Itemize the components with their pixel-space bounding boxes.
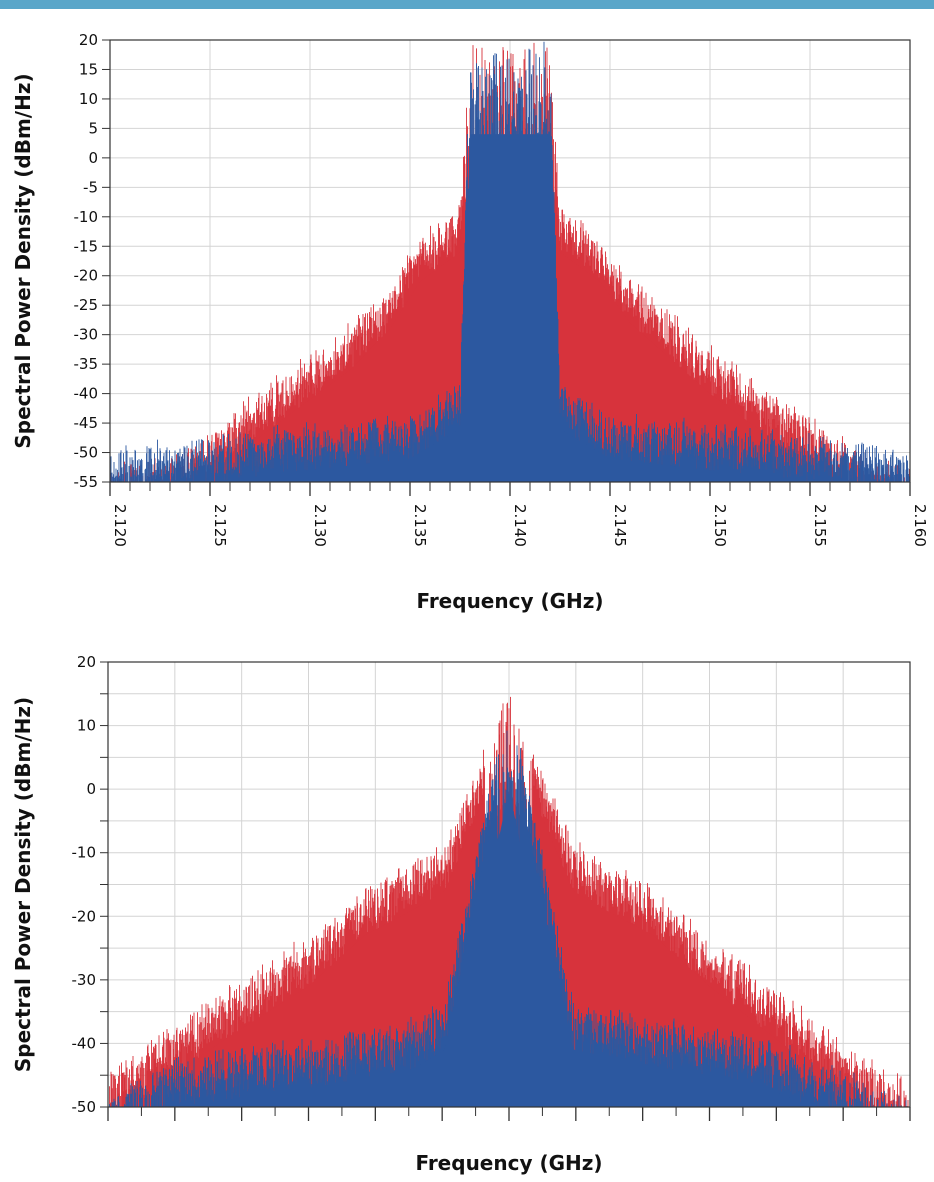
- x-axis: [107, 1107, 911, 1121]
- y-tick-label: -50: [72, 1098, 97, 1116]
- y-tick-label: -10: [74, 208, 99, 226]
- x-axis: 2.120 2.125 2.130 2.135 2.140 2.145 2.150 2.155…: [109, 482, 929, 547]
- spectrum-chart-1: 20 15 10 5 0 -5 -10 -15 -20 -25 -30 -35 -40 -45 -50 -55…: [11, 31, 929, 613]
- y-tick-label: -5: [83, 178, 98, 196]
- y-tick-label: -15: [74, 237, 99, 255]
- y-tick-label: -50: [74, 444, 99, 462]
- x-tick-label: 2.160: [911, 504, 929, 547]
- y-axis: 20 15 10 5 0 -5 -10 -15 -20 -25 -30 -35 -40 -45 -50 -55: [74, 31, 110, 491]
- y-tick-label: -40: [72, 1034, 97, 1052]
- x-tick-label: 2.135: [411, 504, 429, 547]
- series-2-body: [110, 134, 910, 483]
- x-tick-label: 2.125: [211, 504, 229, 547]
- x-tick-label: 2.120: [111, 504, 129, 547]
- y-tick-label: 0: [86, 780, 96, 798]
- y-tick-label: -20: [74, 267, 99, 285]
- y-tick-label: -45: [74, 414, 99, 432]
- y-tick-label: -30: [74, 326, 99, 344]
- y-tick-label: -20: [72, 907, 97, 925]
- y-tick-label: 15: [79, 60, 98, 78]
- y-axis-title: Spectral Power Density (dBm/Hz): [11, 697, 35, 1072]
- y-tick-label: 5: [88, 119, 98, 137]
- y-axis: 20 10 0 -10 -20 -30 -40 -50: [72, 653, 108, 1116]
- x-tick-label: 2.130: [311, 504, 329, 547]
- x-tick-label: 2.155: [811, 504, 829, 547]
- y-tick-label: -35: [74, 355, 99, 373]
- x-tick-label: 2.150: [711, 504, 729, 547]
- y-tick-label: 20: [77, 653, 96, 671]
- x-axis-title: Frequency (GHz): [416, 589, 603, 613]
- y-tick-label: 20: [79, 31, 98, 49]
- series-2-body: [108, 794, 910, 1107]
- x-tick-label: 2.140: [511, 504, 529, 547]
- y-tick-label: -40: [74, 385, 99, 403]
- y-tick-label: -55: [74, 473, 99, 491]
- x-axis-title: Frequency (GHz): [415, 1151, 602, 1175]
- y-tick-label: -25: [74, 296, 99, 314]
- spectrum-chart-2: 20 10 0 -10 -20 -30 -40 -50 Frequency (GHz) Spect…: [11, 653, 911, 1175]
- y-tick-label: 0: [88, 149, 98, 167]
- x-tick-label: 2.145: [611, 504, 629, 547]
- top-accent-rule: [0, 0, 934, 9]
- y-tick-label: 10: [79, 90, 98, 108]
- y-axis-title: Spectral Power Density (dBm/Hz): [11, 73, 35, 448]
- y-tick-label: 10: [77, 717, 96, 735]
- y-tick-label: -10: [72, 844, 97, 862]
- y-tick-label: -30: [72, 971, 97, 989]
